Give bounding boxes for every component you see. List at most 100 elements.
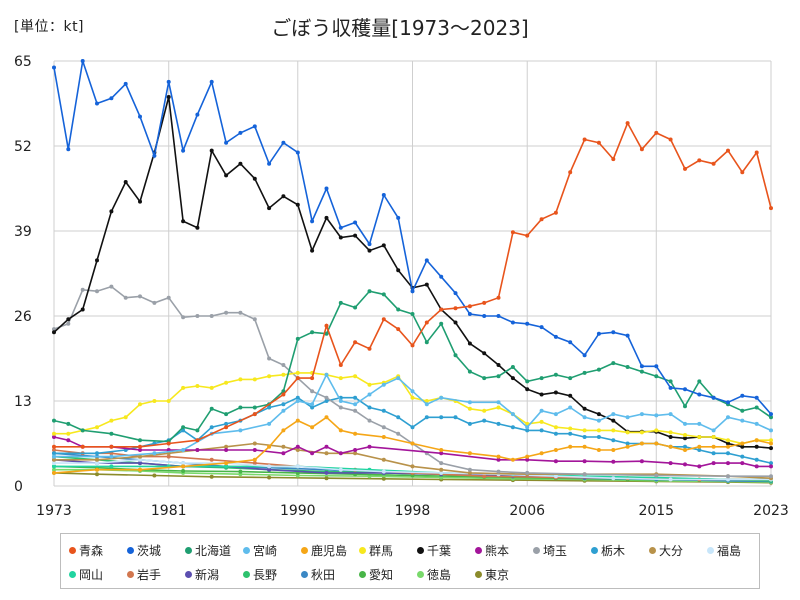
data-point — [381, 476, 386, 481]
legend-marker — [185, 547, 192, 554]
data-point — [625, 444, 630, 449]
data-point — [95, 472, 99, 477]
series-宮崎 — [52, 372, 773, 459]
data-point — [252, 457, 257, 462]
data-point — [740, 454, 745, 459]
data-point — [95, 461, 99, 466]
data-point — [740, 441, 745, 446]
data-point — [553, 425, 558, 430]
legend-item: 愛知 — [359, 566, 393, 583]
data-point — [539, 325, 544, 330]
data-point — [668, 137, 673, 142]
legend-item: 岡山 — [69, 566, 103, 583]
data-point — [295, 464, 300, 469]
data-point — [726, 474, 730, 479]
legend-marker — [69, 571, 76, 578]
data-point — [166, 79, 171, 84]
legend-item: 鹿児島 — [301, 542, 347, 559]
data-point — [754, 405, 759, 410]
data-point — [310, 405, 315, 410]
data-point — [338, 300, 343, 305]
data-point — [596, 435, 601, 439]
data-point — [769, 464, 773, 469]
line-chart: 1973 1981 1990 1998 2006 2015 2023 0 13 26 39 52 65 — [14, 54, 789, 519]
data-point — [740, 408, 745, 413]
data-point — [52, 65, 56, 70]
data-point — [138, 454, 142, 459]
legend-label: 東京 — [485, 568, 510, 582]
data-point — [553, 210, 558, 215]
data-point — [582, 472, 587, 477]
data-point — [683, 404, 687, 409]
data-point — [525, 470, 530, 475]
data-point — [109, 284, 114, 289]
legend-item: 埼玉 — [533, 542, 567, 559]
data-point — [697, 435, 702, 439]
data-point — [324, 215, 329, 220]
data-point — [396, 376, 401, 381]
data-point — [754, 421, 759, 426]
data-point — [281, 408, 286, 413]
data-point — [195, 448, 200, 452]
data-point — [424, 340, 429, 345]
data-point — [381, 317, 386, 322]
data-point — [424, 282, 429, 287]
data-point — [138, 199, 142, 204]
data-point — [596, 412, 601, 417]
data-point — [181, 464, 186, 469]
legend-item: 東京 — [475, 566, 509, 583]
data-point — [367, 444, 372, 449]
data-point — [539, 376, 544, 381]
data-point — [396, 215, 401, 220]
legend-marker — [243, 571, 250, 578]
data-point — [726, 444, 730, 449]
data-point — [52, 451, 56, 456]
data-point — [238, 405, 243, 410]
data-point — [683, 448, 687, 452]
data-point — [52, 454, 56, 459]
data-point — [209, 79, 214, 84]
data-point — [553, 448, 558, 452]
series-茨城 — [52, 59, 773, 417]
data-point — [52, 464, 56, 469]
data-point — [596, 140, 601, 145]
data-point — [510, 365, 515, 369]
data-point — [338, 428, 343, 433]
data-point — [224, 448, 229, 452]
data-point — [252, 448, 257, 452]
data-point — [181, 148, 186, 153]
data-point — [424, 258, 429, 263]
data-point — [553, 372, 558, 377]
data-point — [740, 444, 745, 449]
legend-item: 群馬 — [359, 542, 393, 559]
data-point — [367, 418, 372, 423]
data-point — [123, 180, 128, 184]
data-point — [668, 435, 673, 439]
data-point — [439, 451, 444, 456]
series-line — [53, 290, 772, 443]
data-point — [252, 176, 257, 181]
data-point — [396, 268, 401, 273]
data-point — [453, 306, 458, 311]
data-point — [138, 402, 142, 407]
data-point — [66, 421, 71, 426]
data-point — [195, 112, 200, 117]
data-point — [152, 300, 157, 305]
data-point — [95, 258, 99, 263]
data-point — [439, 321, 444, 326]
data-point — [281, 428, 286, 433]
data-point — [238, 469, 243, 474]
data-point — [295, 202, 300, 207]
data-point — [510, 376, 515, 381]
data-point — [381, 292, 386, 297]
data-point — [482, 474, 487, 479]
data-point — [525, 321, 530, 326]
data-point — [123, 81, 128, 86]
data-point — [553, 459, 558, 464]
data-point — [496, 374, 501, 379]
data-point — [66, 147, 71, 152]
data-point — [740, 461, 745, 466]
data-point — [367, 392, 372, 397]
data-point — [281, 392, 286, 397]
data-point — [439, 274, 444, 279]
